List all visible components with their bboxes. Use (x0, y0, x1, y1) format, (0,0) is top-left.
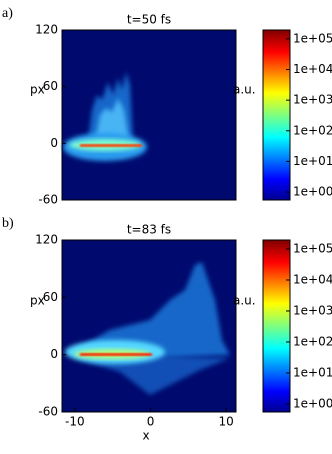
y-tick-label: 60 (43, 290, 58, 304)
x-tick-label: -10 (65, 415, 85, 429)
colorbar (262, 239, 291, 413)
plot-frame (61, 29, 237, 201)
y-tick-label: 120 (35, 23, 58, 37)
y-axis-label: px (30, 83, 45, 97)
y-tick-label: -60 (38, 405, 58, 419)
chart-title: t=83 fs (127, 223, 171, 237)
y-axis-label: px (30, 294, 45, 308)
colorbar-tick-label: 1e+01 (293, 365, 332, 379)
colorbar-tick-label: 1e+03 (293, 303, 332, 317)
plot-area (62, 30, 236, 200)
x-axis-label: x (142, 429, 149, 443)
x-tick-label: 0 (147, 415, 155, 429)
y-tick-label: 0 (50, 347, 58, 361)
colorbar-tick-label: 1e+00 (293, 396, 332, 410)
colorbar-tick-label: 1e+04 (293, 272, 332, 286)
chart-title: t=50 fs (127, 13, 171, 27)
density-image (63, 72, 147, 161)
x-tick-label: 10 (219, 415, 234, 429)
panel-label: b) (2, 216, 14, 231)
colorbar-label: a.u. (233, 294, 256, 308)
colorbar-tick-label: 1e+04 (293, 62, 332, 76)
y-tick-label: -60 (38, 193, 58, 207)
colorbar-tick-label: 1e+03 (293, 93, 332, 107)
colorbar-tick-label: 1e+02 (293, 123, 332, 137)
colorbar-tick-label: 1e+01 (293, 154, 332, 168)
colorbar-tick-label: 1e+00 (293, 185, 332, 199)
density-image (65, 262, 230, 395)
colorbar-tick-label: 1e+02 (293, 334, 332, 348)
panel-label: a) (2, 6, 13, 21)
plot-frame (61, 239, 237, 413)
y-tick-label: 60 (43, 79, 58, 93)
colorbar-tick-label: 1e+05 (293, 31, 332, 45)
colorbar-tick-label: 1e+05 (293, 241, 332, 255)
y-tick-label: 120 (35, 233, 58, 247)
colorbar-label: a.u. (233, 83, 256, 97)
y-tick-label: 0 (50, 136, 58, 150)
colorbar (262, 29, 291, 201)
